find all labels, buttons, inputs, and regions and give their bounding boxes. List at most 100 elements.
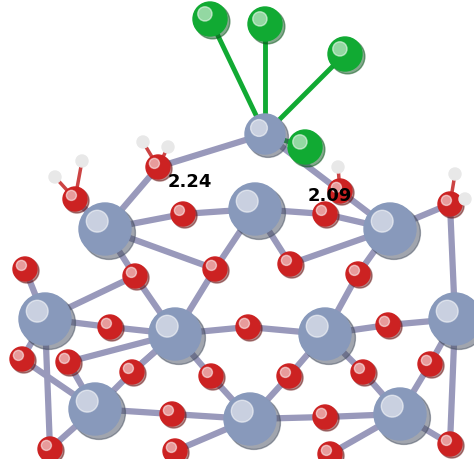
Circle shape bbox=[193, 3, 227, 37]
Circle shape bbox=[101, 319, 111, 329]
Circle shape bbox=[282, 256, 292, 266]
Circle shape bbox=[280, 254, 304, 279]
Circle shape bbox=[73, 386, 126, 439]
Circle shape bbox=[321, 445, 331, 455]
Circle shape bbox=[26, 301, 48, 322]
Circle shape bbox=[288, 131, 322, 165]
Circle shape bbox=[149, 159, 159, 169]
Circle shape bbox=[224, 393, 276, 445]
Circle shape bbox=[229, 184, 281, 235]
Circle shape bbox=[232, 187, 285, 240]
Circle shape bbox=[302, 312, 356, 364]
Circle shape bbox=[439, 194, 464, 218]
Circle shape bbox=[239, 319, 249, 329]
Circle shape bbox=[166, 442, 176, 453]
Circle shape bbox=[174, 206, 184, 216]
Circle shape bbox=[22, 297, 75, 350]
Circle shape bbox=[318, 442, 342, 459]
Circle shape bbox=[152, 312, 205, 364]
Circle shape bbox=[250, 10, 285, 45]
Circle shape bbox=[198, 8, 212, 22]
Circle shape bbox=[279, 366, 303, 390]
Circle shape bbox=[333, 43, 347, 57]
Circle shape bbox=[13, 351, 23, 361]
Circle shape bbox=[76, 156, 88, 168]
Circle shape bbox=[459, 194, 471, 206]
Circle shape bbox=[127, 268, 137, 278]
Circle shape bbox=[355, 364, 365, 374]
Circle shape bbox=[236, 191, 258, 213]
Circle shape bbox=[379, 317, 390, 327]
Circle shape bbox=[162, 403, 186, 428]
Circle shape bbox=[438, 193, 462, 217]
Circle shape bbox=[173, 204, 197, 229]
Circle shape bbox=[149, 308, 201, 360]
Circle shape bbox=[293, 135, 307, 150]
Circle shape bbox=[79, 203, 131, 256]
Circle shape bbox=[137, 137, 149, 149]
Circle shape bbox=[346, 263, 370, 286]
Circle shape bbox=[63, 188, 87, 212]
Circle shape bbox=[330, 40, 365, 75]
Text: 2.09: 2.09 bbox=[308, 187, 352, 205]
Circle shape bbox=[371, 211, 393, 233]
Circle shape bbox=[441, 436, 451, 446]
Circle shape bbox=[231, 400, 253, 422]
Circle shape bbox=[10, 347, 34, 371]
Circle shape bbox=[236, 315, 260, 339]
Circle shape bbox=[121, 362, 146, 386]
Circle shape bbox=[205, 259, 229, 283]
Circle shape bbox=[38, 437, 62, 459]
Circle shape bbox=[171, 202, 195, 226]
Text: 2.24: 2.24 bbox=[168, 173, 212, 190]
Circle shape bbox=[299, 308, 351, 360]
Circle shape bbox=[228, 397, 281, 449]
Circle shape bbox=[315, 407, 339, 431]
Circle shape bbox=[237, 317, 262, 341]
Circle shape bbox=[248, 8, 282, 42]
Circle shape bbox=[64, 189, 89, 213]
Circle shape bbox=[331, 183, 341, 193]
Circle shape bbox=[123, 264, 147, 288]
Circle shape bbox=[98, 315, 122, 339]
Circle shape bbox=[203, 257, 227, 281]
Circle shape bbox=[146, 156, 170, 179]
Circle shape bbox=[280, 368, 291, 378]
Circle shape bbox=[253, 13, 267, 27]
Circle shape bbox=[349, 266, 359, 276]
Circle shape bbox=[367, 207, 420, 260]
Circle shape bbox=[449, 168, 461, 180]
Circle shape bbox=[432, 297, 474, 350]
Circle shape bbox=[347, 264, 372, 288]
Circle shape bbox=[251, 120, 267, 137]
Circle shape bbox=[100, 317, 124, 341]
Circle shape bbox=[147, 157, 172, 182]
Circle shape bbox=[277, 364, 301, 388]
Circle shape bbox=[13, 257, 37, 281]
Circle shape bbox=[163, 439, 187, 459]
Circle shape bbox=[278, 252, 302, 276]
Circle shape bbox=[436, 301, 458, 322]
Circle shape bbox=[329, 181, 354, 206]
Circle shape bbox=[328, 179, 352, 203]
Circle shape bbox=[313, 202, 337, 226]
Circle shape bbox=[316, 409, 327, 419]
Circle shape bbox=[290, 133, 325, 168]
Circle shape bbox=[82, 207, 136, 260]
Circle shape bbox=[17, 261, 27, 271]
Circle shape bbox=[247, 118, 288, 158]
Circle shape bbox=[381, 395, 403, 417]
Circle shape bbox=[418, 352, 442, 376]
Circle shape bbox=[160, 402, 184, 426]
Circle shape bbox=[59, 353, 69, 364]
Circle shape bbox=[162, 142, 174, 154]
Circle shape bbox=[429, 293, 474, 345]
Circle shape bbox=[351, 360, 375, 384]
Circle shape bbox=[202, 368, 212, 378]
Circle shape bbox=[376, 313, 400, 337]
Circle shape bbox=[378, 315, 402, 339]
Circle shape bbox=[206, 261, 217, 271]
Circle shape bbox=[199, 364, 223, 388]
Circle shape bbox=[245, 115, 285, 155]
Circle shape bbox=[441, 196, 451, 206]
